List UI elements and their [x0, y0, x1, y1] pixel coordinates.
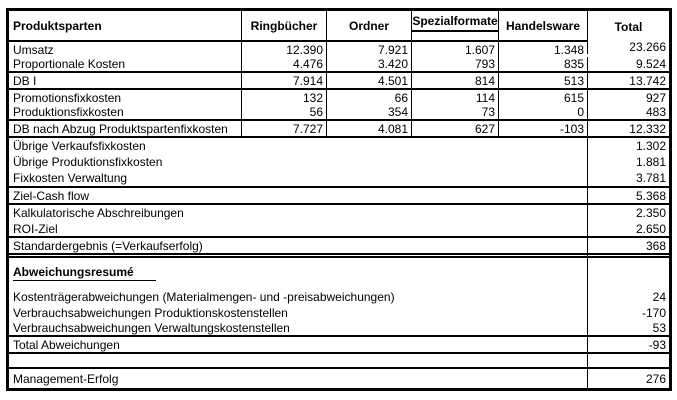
value-cell: 13.742: [587, 73, 669, 88]
table-header-row: Produktsparten Ringbücher Ordner Spezial…: [9, 11, 669, 42]
total-value: 2.650: [587, 221, 669, 236]
row-label: Abweichungsresumé: [9, 258, 587, 288]
summary-row-kalkulatorische-abschreibungen: Kalkulatorische Abschreibungen 2.350: [9, 205, 669, 221]
deviation-row-total-abweichungen: Total Abweichungen -93: [9, 337, 669, 354]
row-label: Ziel-Cash flow: [13, 188, 90, 203]
summary-row-uebrige-verkaufsfixkosten: Übrige Verkaufsfixkosten 1.302: [9, 138, 669, 154]
row-label: Total Abweichungen: [13, 337, 120, 352]
section-heading-abweichungsresume: Abweichungsresumé: [13, 265, 156, 281]
row-label: Übrige Verkaufsfixkosten: [13, 139, 146, 153]
row-label: Kalkulatorische Abschreibungen: [13, 206, 184, 220]
value-cell: 4.501: [326, 73, 411, 88]
value-cell: 66: [326, 90, 411, 105]
value-cell: 513: [498, 73, 587, 88]
row-label: Kostenträgerabweichungen (Materialmengen…: [13, 289, 395, 304]
value-cell: 12.332: [587, 121, 669, 136]
value-cell: 23.266: [587, 39, 669, 54]
value-cell: 814: [411, 73, 498, 88]
total-value: 53: [587, 320, 669, 335]
spacer: [587, 354, 669, 367]
column-header-produktsparten: Produktsparten: [9, 11, 241, 42]
total-value: 3.781: [587, 170, 669, 186]
total-value: 24: [587, 288, 669, 305]
column-header-total: Total: [587, 11, 669, 42]
total-value: 5.368: [587, 188, 669, 203]
spacer: [9, 354, 587, 367]
deviation-row-verbrauchsabweichungen-produktion: Verbrauchsabweichungen Produktionskosten…: [9, 305, 669, 320]
column-header-handelsware: Handelsware: [498, 11, 587, 42]
summary-row-fixkosten-verwaltung: Fixkosten Verwaltung 3.781: [9, 170, 669, 188]
double-rule: [9, 255, 669, 258]
management-erfolg-row: Management-Erfolg 276: [9, 369, 669, 388]
cost-accounting-table: Produktsparten Ringbücher Ordner Spezial…: [6, 8, 672, 391]
row-label: Management-Erfolg: [13, 371, 119, 386]
total-value: 368: [587, 238, 669, 253]
column-header-spezialformate: Spezialformate: [411, 11, 498, 42]
value-cell: 483: [587, 105, 669, 119]
value-cell: 9.524: [587, 57, 669, 71]
value-cell: 1.607: [411, 42, 498, 57]
value-cell: -103: [498, 121, 587, 136]
summary-row-ziel-cash-flow: Ziel-Cash flow 5.368: [9, 188, 669, 205]
row-label: Verbrauchsabweichungen Produktionskosten…: [13, 305, 288, 320]
deviation-row-kostentraegerabweichungen: Kostenträgerabweichungen (Materialmengen…: [9, 288, 669, 305]
spezialformate-box: Spezialformate: [412, 11, 498, 32]
value-cell: 56: [241, 105, 326, 119]
row-label: Produktionsfixkosten: [13, 105, 124, 119]
value-cell: 927: [587, 90, 669, 105]
column-header-ringbuecher: Ringbücher: [241, 11, 326, 42]
spacer: [9, 255, 587, 256]
row-label: Standardergebnis (=Verkaufserfolg): [13, 238, 203, 253]
value-cell: 7.914: [241, 73, 326, 88]
summary-row-standardergebnis: Standardergebnis (=Verkaufserfolg) 368: [9, 238, 669, 255]
table-row-proportionale-kosten: Proportionale Kosten 4.476 3.420 793 835…: [9, 57, 669, 73]
row-label: Promotionsfixkosten: [13, 90, 122, 105]
row-label: Verbrauchsabweichungen Verwaltungskosten…: [13, 320, 290, 335]
total-value: 1.881: [587, 154, 669, 170]
total-value: 276: [587, 369, 669, 388]
row-label: DB I: [13, 73, 37, 88]
value-cell: 615: [498, 90, 587, 105]
value-cell: 7.727: [241, 121, 326, 136]
value-cell: 627: [411, 121, 498, 136]
value-cell: 4.476: [241, 57, 326, 71]
value-cell: 132: [241, 90, 326, 105]
value-cell: 835: [498, 57, 587, 71]
section-heading-row: Abweichungsresumé: [9, 258, 669, 288]
value-cell: 7.921: [326, 42, 411, 57]
value-cell: 73: [411, 105, 498, 119]
table-row-db-i: DB I 7.914 4.501 814 513 13.742: [9, 73, 669, 90]
summary-row-roi-ziel: ROI-Ziel 2.650: [9, 221, 669, 238]
row-label: Proportionale Kosten: [13, 57, 126, 71]
table-row-db-nach-abzug: DB nach Abzug Produktspartenfixkosten 7.…: [9, 121, 669, 138]
deviation-row-verbrauchsabweichungen-verwaltung: Verbrauchsabweichungen Verwaltungskosten…: [9, 320, 669, 337]
value-cell: 12.390: [241, 42, 326, 57]
row-label: Fixkosten Verwaltung: [13, 171, 128, 185]
value-cell: 0: [498, 105, 587, 119]
value-cell: 114: [411, 90, 498, 105]
total-value: -93: [587, 337, 669, 352]
total-value: 1.302: [587, 138, 669, 154]
value-cell: 354: [326, 105, 411, 119]
value-cell: 793: [411, 57, 498, 71]
blank-row: [9, 354, 669, 369]
value-cell: 4.081: [326, 121, 411, 136]
table-row-produktionsfixkosten: Produktionsfixkosten 56 354 73 0 483: [9, 105, 669, 121]
total-value: 2.350: [587, 205, 669, 221]
table-row-promotionsfixkosten: Promotionsfixkosten 132 66 114 615 927: [9, 90, 669, 105]
spacer: [587, 255, 669, 256]
summary-row-uebrige-produktionsfixkosten: Übrige Produktionsfixkosten 1.881: [9, 154, 669, 170]
total-value: -170: [587, 305, 669, 320]
spacer: [587, 258, 669, 288]
row-label: ROI-Ziel: [13, 221, 58, 236]
row-label: Übrige Produktionsfixkosten: [13, 155, 163, 169]
column-header-ordner: Ordner: [326, 11, 411, 42]
table-row-umsatz: Umsatz 12.390 7.921 1.607 1.348 23.266: [9, 39, 669, 57]
value-cell: 1.348: [498, 42, 587, 57]
value-cell: 3.420: [326, 57, 411, 71]
row-label: Umsatz: [13, 42, 54, 57]
row-label: DB nach Abzug Produktspartenfixkosten: [13, 121, 228, 136]
